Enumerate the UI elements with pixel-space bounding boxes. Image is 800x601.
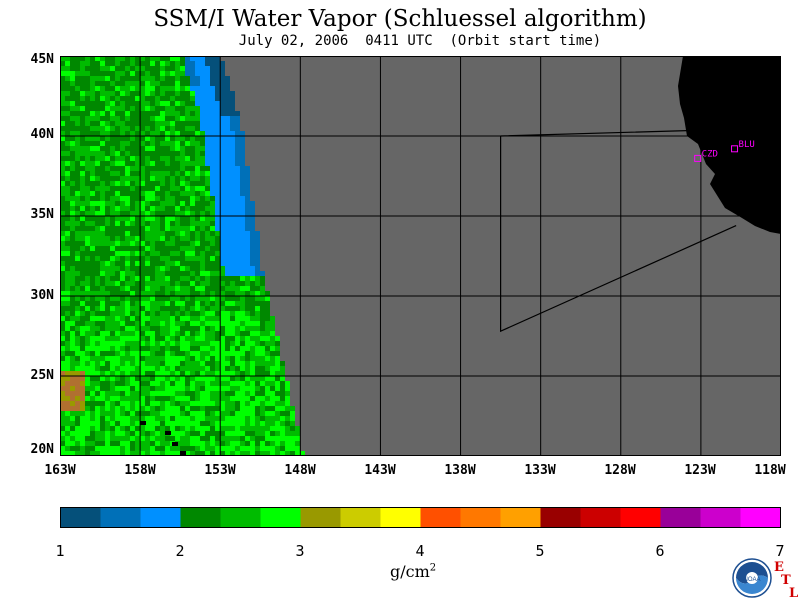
colorbar-swatch-10 [460,507,501,528]
lat-label-30n: 30N [30,288,54,303]
island-2 [172,442,178,446]
chart-title: SSM/I Water Vapor (Schluessel algorithm) [153,6,647,32]
island-1 [165,431,171,435]
svg-text:NOAA: NOAA [743,577,760,583]
lat-label-40n: 40N [30,127,54,142]
colorbar-label-6: 6 [655,542,665,560]
etl-letter-t: T [781,573,791,588]
station-marker-czd [694,154,702,162]
lat-label-20n: 20N [30,442,54,457]
station-marker-blu [731,145,739,153]
chart-subtitle: July 02, 2006 0411 UTC (Orbit start time… [238,33,602,49]
etl-letter-l: L [789,586,799,601]
colorbar-swatch-5 [260,507,301,528]
colorbar-swatch-16 [700,507,741,528]
colorbar-swatch-4 [220,507,261,528]
colorbar-swatch-12 [540,507,581,528]
colorbar-swatch-15 [660,507,701,528]
colorbar-swatch-7 [340,507,381,528]
lat-label-35n: 35N [30,207,54,222]
track-line [500,129,737,333]
map-gridlines [60,56,781,456]
california-land [678,56,781,234]
lon-label-163w: 163W [44,463,76,478]
water-vapor-map: CZD BLU [60,56,781,456]
lon-label-143w: 143W [364,463,396,478]
station-label-blu: BLU [739,140,755,150]
colorbar-swatch-0 [60,507,101,528]
noaa-logo-icon: NOAA [732,558,772,598]
colorbar-swatch-17 [740,507,781,528]
island-0 [140,421,146,425]
colorbar-swatch-9 [420,507,461,528]
lat-label-45n: 45N [30,52,54,67]
colorbar-label-7: 7 [775,542,785,560]
etl-logo-icon: E T L [772,560,800,601]
colorbar-swatch-6 [300,507,341,528]
lon-label-123w: 123W [684,463,716,478]
colorbar-swatch-14 [620,507,661,528]
colorbar-swatch-8 [380,507,421,528]
units-exponent: 2 [429,562,437,574]
colorbar [60,507,781,528]
colorbar-label-3: 3 [295,542,305,560]
lon-label-148w: 148W [284,463,316,478]
colorbar-swatch-1 [100,507,141,528]
colorbar-label-2: 2 [175,542,185,560]
station-label-czd: CZD [702,149,718,159]
lon-label-118w: 118W [754,463,786,478]
colorbar-label-4: 4 [415,542,425,560]
colorbar-units: g/cm2 [390,562,436,581]
units-text: g/cm [390,562,430,581]
stations: CZD BLU [694,140,755,162]
flight-track [500,129,737,333]
colorbar-label-1: 1 [55,542,65,560]
lon-label-153w: 153W [204,463,236,478]
lon-label-138w: 138W [444,463,476,478]
colorbar-swatch-2 [140,507,181,528]
lon-label-133w: 133W [524,463,556,478]
lat-label-25n: 25N [30,368,54,383]
colorbar-label-5: 5 [535,542,545,560]
etl-letter-e: E [774,560,784,575]
colorbar-swatch-11 [500,507,541,528]
colorbar-swatch-3 [180,507,221,528]
colorbar-swatch-13 [580,507,621,528]
map-field [60,56,781,456]
lon-label-128w: 128W [604,463,636,478]
map-border [60,56,781,456]
island-3 [180,451,186,455]
water-vapor-cells [60,56,305,456]
lon-label-158w: 158W [124,463,156,478]
